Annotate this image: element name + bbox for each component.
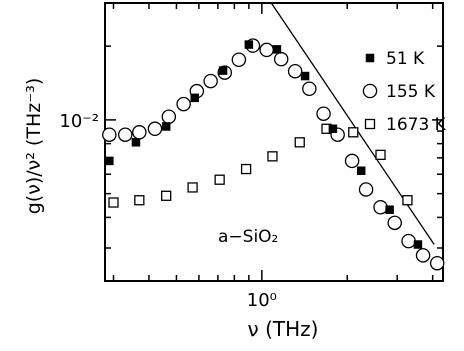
material-annotation: a−SiO₂ bbox=[218, 227, 278, 247]
data-point bbox=[117, 127, 133, 142]
data-point bbox=[387, 215, 402, 231]
legend-marker bbox=[362, 83, 378, 99]
data-point bbox=[132, 125, 147, 140]
data-point bbox=[344, 153, 360, 169]
data-point bbox=[161, 190, 172, 201]
data-point bbox=[190, 93, 199, 103]
legend-label: 51 K bbox=[386, 49, 425, 69]
data-point bbox=[105, 156, 114, 166]
data-point bbox=[385, 205, 394, 214]
data-point bbox=[375, 149, 386, 160]
data-point bbox=[218, 66, 228, 75]
data-point bbox=[102, 127, 117, 142]
legend-marker bbox=[364, 118, 376, 130]
data-point bbox=[203, 73, 218, 89]
legend: 51 K 155 K 1673 K bbox=[362, 49, 447, 135]
data-marks bbox=[102, 38, 445, 271]
legend-label: 155 K bbox=[386, 82, 436, 102]
data-point bbox=[316, 106, 331, 121]
data-point bbox=[401, 233, 416, 249]
data-point bbox=[231, 52, 247, 67]
data-point bbox=[176, 96, 191, 112]
data-point bbox=[161, 109, 177, 124]
data-point bbox=[348, 127, 359, 138]
data-point bbox=[294, 137, 305, 148]
data-point bbox=[328, 124, 338, 134]
data-point bbox=[287, 63, 303, 79]
data-point bbox=[244, 40, 254, 49]
plot-frame bbox=[104, 2, 444, 282]
y-axis-label: g(ν)/ν² (THz⁻³) bbox=[23, 78, 45, 215]
tick-labels: 10⁰ 10⁻² bbox=[59, 111, 277, 311]
data-point bbox=[415, 248, 431, 263]
data-point bbox=[429, 255, 445, 271]
data-point bbox=[134, 195, 145, 206]
data-point bbox=[300, 71, 310, 81]
data-point bbox=[259, 42, 274, 58]
x-tick-label: 10⁰ bbox=[247, 290, 277, 311]
data-point bbox=[240, 163, 252, 175]
data-point bbox=[161, 122, 171, 131]
data-point bbox=[413, 240, 423, 249]
y-tick-label: 10⁻² bbox=[59, 111, 99, 132]
minor-ticks bbox=[105, 2, 443, 281]
data-point bbox=[302, 81, 317, 97]
data-point bbox=[131, 138, 141, 147]
x-axis-label: ν (THz) bbox=[248, 317, 319, 341]
data-point bbox=[356, 166, 366, 176]
data-point bbox=[273, 51, 289, 67]
data-point bbox=[373, 199, 388, 215]
legend-label: 1673 K bbox=[386, 115, 447, 135]
data-point bbox=[108, 197, 119, 208]
data-point bbox=[147, 121, 163, 137]
data-point bbox=[214, 174, 225, 185]
data-point bbox=[187, 182, 198, 193]
data-point bbox=[358, 182, 374, 197]
legend-marker bbox=[365, 53, 375, 63]
data-point bbox=[272, 45, 282, 54]
data-point bbox=[267, 151, 278, 162]
data-point bbox=[402, 195, 413, 206]
